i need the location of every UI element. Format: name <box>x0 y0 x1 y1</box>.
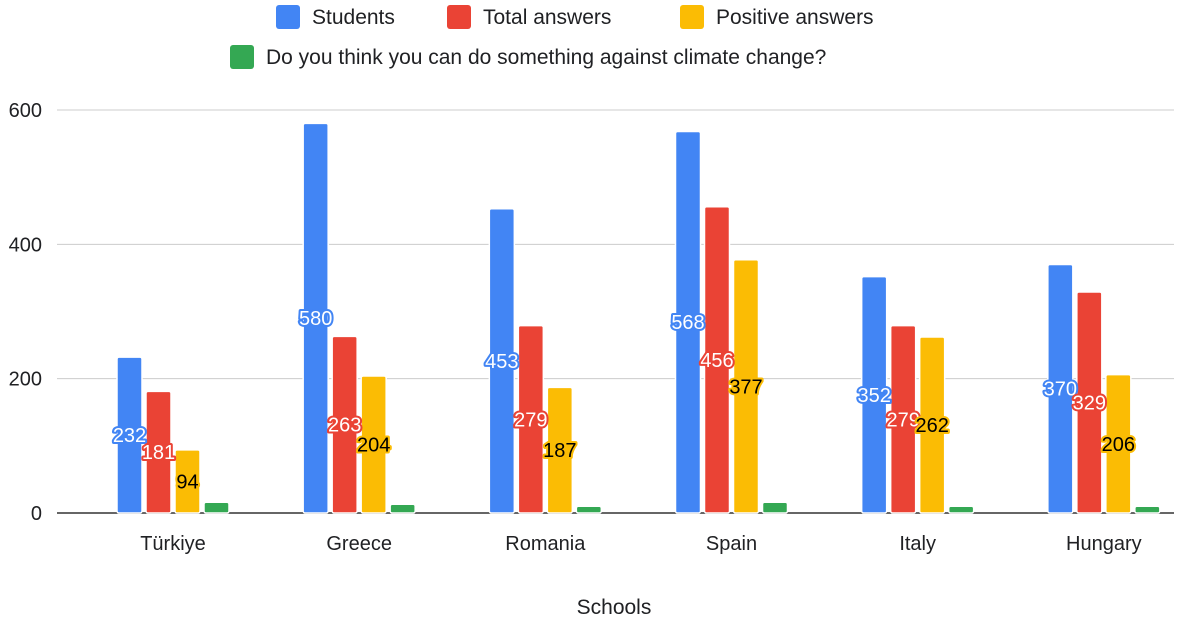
data-label: 352 <box>857 385 890 407</box>
bar <box>703 205 731 514</box>
legend-item: Do you think you can do something agains… <box>230 45 826 69</box>
x-axis-title: Schools <box>577 596 652 619</box>
bar <box>302 122 329 514</box>
data-label: 263 <box>328 415 361 437</box>
x-tick-label: Spain <box>706 533 757 555</box>
legend-swatch <box>276 5 300 29</box>
x-tick-label: Italy <box>899 533 936 555</box>
data-label: 187 <box>543 440 576 462</box>
bar <box>1134 505 1161 514</box>
bar <box>145 390 172 514</box>
legend-label: Total answers <box>483 6 611 29</box>
bar <box>331 335 358 514</box>
y-tick-label: 0 <box>31 503 42 525</box>
bar <box>174 449 201 514</box>
data-label: 456 <box>700 350 733 372</box>
bar <box>575 505 603 514</box>
data-label: 94 <box>176 471 198 493</box>
bar <box>203 501 230 514</box>
bar <box>674 130 702 514</box>
x-axis: Türkiye Greece Romania Spain Italy Hungary <box>140 533 1141 555</box>
legend-label: Positive answers <box>716 6 874 29</box>
data-label: 181 <box>142 442 175 464</box>
data-label: 279 <box>514 409 547 431</box>
legend-swatch <box>230 45 254 69</box>
x-tick-label: Türkiye <box>140 533 206 555</box>
legend-label: Students <box>312 6 395 29</box>
data-label: 232 <box>113 425 146 447</box>
y-axis: 0 200 400 600 <box>9 100 42 525</box>
x-tick-label: Greece <box>326 533 392 555</box>
bar <box>360 375 387 514</box>
bar <box>1047 263 1074 514</box>
bar <box>116 356 143 514</box>
data-label: 206 <box>1102 434 1135 456</box>
bar <box>1105 373 1132 514</box>
bar <box>389 503 416 514</box>
bar <box>947 505 975 514</box>
bar <box>546 386 574 514</box>
legend-item: Positive answers <box>680 5 874 29</box>
x-tick-label: Hungary <box>1066 533 1142 555</box>
data-label: 370 <box>1044 379 1077 401</box>
data-label: 329 <box>1073 393 1106 415</box>
data-label: 377 <box>729 376 762 398</box>
legend-item: Students <box>276 5 395 29</box>
bars <box>116 122 1161 514</box>
legend-swatch <box>680 5 704 29</box>
bar <box>889 324 917 514</box>
legend-item: Total answers <box>447 5 611 29</box>
data-label: 568 <box>671 312 704 334</box>
legend-label: Do you think you can do something agains… <box>266 46 826 69</box>
gridlines <box>57 109 1174 514</box>
y-tick-label: 600 <box>9 100 42 122</box>
bar <box>860 275 888 514</box>
y-tick-label: 400 <box>9 234 42 256</box>
data-label: 279 <box>886 409 919 431</box>
data-label: 262 <box>915 415 948 437</box>
bar <box>761 501 789 514</box>
data-label: 453 <box>485 351 518 373</box>
bar <box>732 259 760 514</box>
bar <box>1076 291 1103 514</box>
legend-swatch <box>447 5 471 29</box>
x-tick-label: Romania <box>505 533 586 555</box>
bar <box>918 336 946 514</box>
data-label: 204 <box>357 434 390 456</box>
bar <box>517 324 545 514</box>
bar <box>488 207 516 514</box>
legend: Students Total answers Positive answers Do … <box>230 5 874 69</box>
y-tick-label: 200 <box>9 369 42 391</box>
data-label: 580 <box>299 308 332 330</box>
